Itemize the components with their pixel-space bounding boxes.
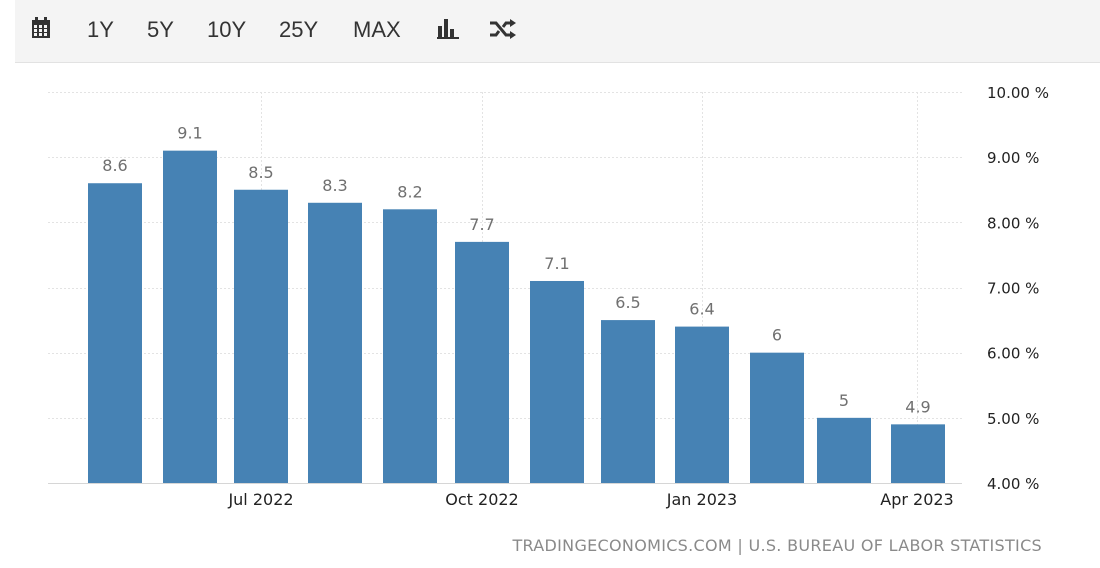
- bar[interactable]: [455, 241, 509, 483]
- range-max-button[interactable]: MAX: [353, 17, 401, 42]
- toolbar: 1Y 5Y 10Y 25Y MAX: [15, 0, 1100, 63]
- data-label: 8.2: [397, 182, 422, 201]
- y-tick-label: 9.00 %: [987, 149, 1039, 167]
- y-tick-label: 8.00 %: [987, 214, 1039, 232]
- data-label: 8.3: [322, 176, 347, 195]
- x-axis: Jul 2022 Oct 2022 Jan 2023 Apr 2023: [227, 490, 953, 509]
- y-tick-label: 6.00 %: [987, 345, 1039, 363]
- y-tick-label: 5.00 %: [987, 410, 1039, 428]
- bar[interactable]: [163, 150, 217, 483]
- data-label: 8.5: [248, 163, 273, 182]
- data-label: 8.6: [102, 156, 127, 175]
- bar-chart-icon[interactable]: [437, 19, 459, 44]
- bar[interactable]: [891, 424, 945, 483]
- data-label: 7.7: [469, 215, 494, 234]
- bar[interactable]: [817, 417, 871, 483]
- y-tick-label: 7.00 %: [987, 280, 1039, 298]
- x-tick-label: Jan 2023: [666, 490, 737, 509]
- y-tick-label: 10.00 %: [987, 84, 1049, 102]
- data-label: 4.9: [905, 397, 930, 416]
- bar[interactable]: [234, 189, 288, 483]
- data-label: 6.4: [689, 300, 714, 319]
- shuffle-icon[interactable]: [489, 19, 517, 44]
- bars: [88, 150, 945, 484]
- x-tick-label: Jul 2022: [227, 490, 293, 509]
- bar[interactable]: [308, 202, 362, 484]
- y-axis: 10.00 % 9.00 % 8.00 % 7.00 % 6.00 % 5.00 % 4.0…: [987, 84, 1049, 493]
- bar[interactable]: [750, 352, 804, 483]
- bar[interactable]: [88, 183, 142, 483]
- data-label: 5: [839, 391, 849, 410]
- data-label: 9.1: [177, 124, 202, 143]
- data-label: 6: [772, 326, 782, 345]
- y-tick-label: 4.00 %: [987, 475, 1039, 493]
- bar[interactable]: [383, 209, 437, 484]
- range-25y-button[interactable]: 25Y: [279, 17, 319, 42]
- data-label: 6.5: [615, 293, 640, 312]
- range-10y-button[interactable]: 10Y: [207, 17, 247, 42]
- bar[interactable]: [530, 280, 584, 483]
- x-tick-label: Apr 2023: [880, 490, 953, 509]
- bar[interactable]: [675, 326, 729, 483]
- bar[interactable]: [601, 320, 655, 483]
- data-label: 7.1: [544, 254, 569, 273]
- x-tick-label: Oct 2022: [445, 490, 518, 509]
- value-labels: 8.6 9.1 8.5 8.3 8.2 7.7 7.1 6.5 6.4 6 5 4.9: [102, 124, 930, 417]
- calendar-icon[interactable]: [31, 17, 51, 44]
- range-5y-button[interactable]: 5Y: [147, 17, 174, 42]
- range-1y-button[interactable]: 1Y: [87, 17, 114, 42]
- source-attribution[interactable]: TRADINGECONOMICS.COM | U.S. BUREAU OF LA…: [512, 536, 1042, 555]
